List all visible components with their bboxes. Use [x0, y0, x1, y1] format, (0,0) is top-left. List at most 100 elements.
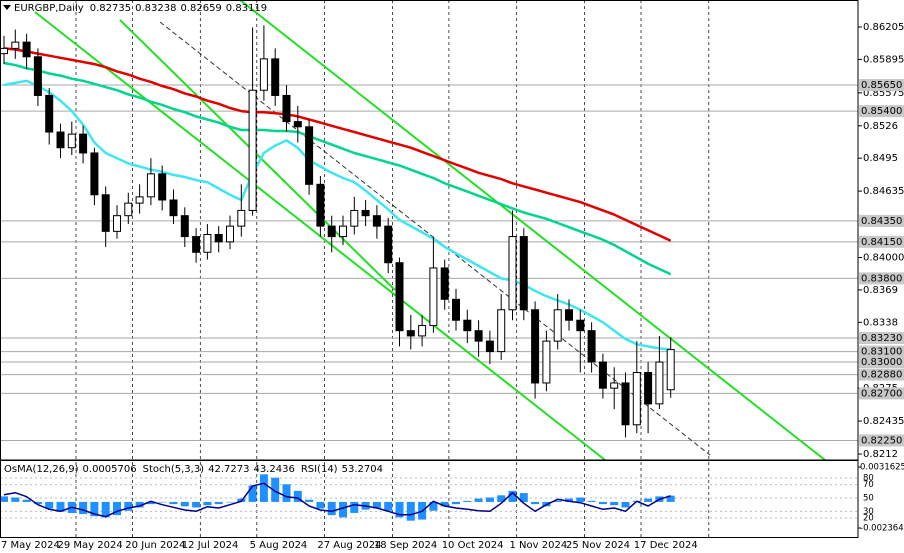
candle-body — [666, 349, 675, 391]
osma-bar — [497, 495, 506, 502]
level-label-bg — [859, 214, 904, 227]
osma-bar — [180, 501, 189, 507]
trend-line — [119, 19, 396, 291]
level-label-bg — [859, 272, 904, 285]
x-tick-label: 25 Nov 2024 — [566, 540, 630, 551]
candle-body — [214, 233, 223, 243]
level-label: 0.83000 — [861, 357, 902, 368]
osma-bar — [305, 499, 314, 502]
x-tick-label: 12 Jul 2024 — [182, 540, 239, 551]
osma-bar — [22, 499, 31, 502]
osma-bar — [666, 495, 675, 502]
rsi-tick-label: 30 — [863, 507, 874, 517]
osma-bar — [519, 493, 528, 502]
osma-bar — [610, 501, 619, 506]
candle-body — [113, 215, 121, 232]
y-tick-label: 0.86205 — [863, 22, 904, 33]
osma-bar — [576, 497, 585, 502]
candle-body — [158, 173, 167, 201]
osma-bar — [11, 497, 20, 502]
osma-bar — [327, 501, 336, 516]
osma-bar — [282, 484, 291, 502]
osma-bar — [395, 501, 404, 518]
osma-bar — [214, 501, 223, 505]
osma-bar — [248, 485, 257, 502]
osma-bar — [463, 500, 472, 502]
candle-body — [124, 202, 133, 217]
osma-bar — [169, 501, 178, 505]
level-label: 0.83100 — [861, 347, 902, 358]
x-tick-label: 18 Sep 2024 — [374, 540, 437, 551]
x-tick-label: 7 May 2024 — [1, 540, 60, 551]
candle-body — [22, 41, 31, 58]
candle-body — [169, 199, 178, 217]
candle-body — [418, 324, 427, 337]
osma-bar — [146, 501, 155, 505]
osma-bar — [101, 501, 110, 518]
osma-bar — [124, 501, 133, 511]
osma-bar — [565, 498, 573, 502]
osma-tick-label: 0.0031625 — [860, 463, 904, 473]
osma-bar — [271, 477, 280, 502]
osma-bar — [135, 501, 144, 508]
osma-bar — [192, 501, 201, 508]
x-tick-label: 1 Nov 2024 — [510, 540, 568, 551]
osma-bar — [33, 501, 42, 505]
candle-body — [305, 126, 314, 185]
level-label-bg — [859, 331, 904, 344]
y-tick-label: 0.8495 — [863, 153, 898, 164]
osma-bar — [350, 501, 359, 513]
level-label: 0.83800 — [861, 273, 902, 284]
level-label-bg — [859, 368, 904, 381]
candle-body — [0, 47, 8, 55]
stoch-name: Stoch(5,3,3) — [143, 464, 205, 475]
candle-body — [237, 209, 246, 227]
candle-body — [508, 236, 517, 311]
candle-body — [542, 340, 551, 384]
candle-body — [632, 371, 641, 426]
osma-bar — [531, 501, 540, 505]
level-label: 0.82880 — [861, 370, 902, 381]
osma-bar — [316, 501, 325, 509]
rsi-tick-label: 80 — [863, 474, 874, 484]
rsi-name: RSI(14) — [301, 464, 338, 475]
osma-bar — [259, 474, 268, 502]
candle-body — [248, 89, 257, 211]
candle-body — [429, 267, 438, 326]
osma-bar — [553, 500, 562, 502]
moving-average — [3, 61, 672, 276]
rsi-tick-label: 20 — [863, 514, 874, 524]
candle-body — [192, 236, 201, 253]
osma-tick-label: -0.002364 — [860, 523, 904, 533]
candle-body — [56, 131, 65, 149]
y-tick-label: 0.84000 — [863, 252, 904, 263]
candle-body — [565, 309, 573, 321]
y-tick-label: 0.85895 — [863, 54, 904, 65]
candle-body — [587, 330, 596, 363]
osma-name: OsMA(12,26,9) — [4, 464, 79, 475]
candle-body — [655, 361, 664, 405]
osma-bar — [0, 496, 8, 502]
level-label: 0.83230 — [861, 333, 902, 344]
y-tick-label: 0.8526 — [863, 121, 898, 132]
candle-body — [146, 173, 155, 198]
trend-line — [239, 0, 826, 461]
candle-body — [180, 215, 189, 238]
open: 0.82735 — [90, 3, 131, 14]
dropdown-icon[interactable] — [3, 5, 11, 10]
level-label: 0.82250 — [861, 435, 902, 446]
level-label-bg — [859, 434, 904, 447]
candle-body — [45, 94, 54, 133]
rsi-tick-label: 70 — [863, 480, 874, 490]
x-tick-label: 27 Aug 2024 — [317, 540, 381, 551]
osma-bar — [485, 497, 494, 502]
candle-body — [11, 41, 20, 49]
candle-body — [101, 194, 110, 232]
candle-body — [576, 319, 585, 332]
indicator-header: OsMA(12,26,9) 0.0005706 Stoch(5,3,3) 42.727… — [4, 464, 383, 475]
candle-body — [135, 196, 144, 204]
candle-body — [644, 371, 653, 405]
candle-body — [282, 94, 291, 123]
y-tick-label: 0.84635 — [863, 186, 904, 197]
level-label: 0.84150 — [861, 237, 902, 248]
